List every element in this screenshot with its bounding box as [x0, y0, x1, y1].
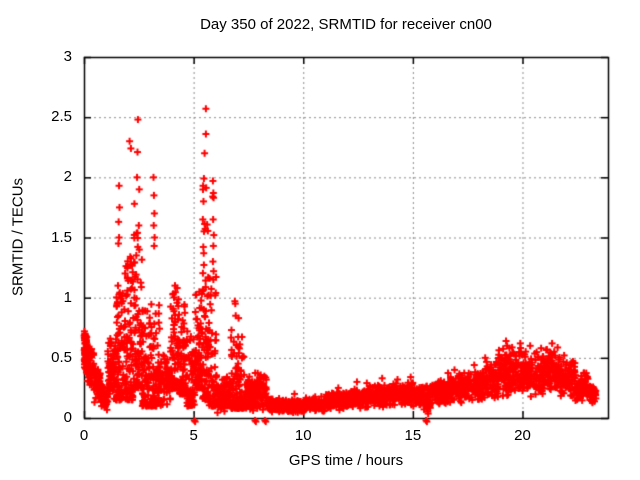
- y-tick-label: 0: [63, 409, 72, 426]
- y-tick-label: 3: [63, 48, 72, 65]
- chart-title: Day 350 of 2022, SRMTID for receiver cn0…: [0, 16, 640, 33]
- chart-title-text: Day 350 of 2022, SRMTID for receiver cn0…: [200, 16, 492, 33]
- x-tick-label: 0: [79, 427, 89, 444]
- x-axis-label: GPS time / hours: [288, 452, 404, 469]
- y-tick-label: 0.5: [51, 348, 72, 366]
- x-tick-label: 15: [404, 427, 422, 444]
- y-tick-label: 2.5: [51, 108, 72, 126]
- x-tick-label: 20: [514, 427, 531, 444]
- y-tick-label: 2: [63, 168, 72, 186]
- y-axis-label: SRMTID / TECUs: [9, 177, 27, 297]
- x-tick-label: 10: [294, 427, 312, 444]
- y-tick-label: 1.5: [51, 228, 72, 246]
- y-tick-label: 1: [63, 288, 72, 306]
- x-tick-label: 5: [189, 427, 198, 444]
